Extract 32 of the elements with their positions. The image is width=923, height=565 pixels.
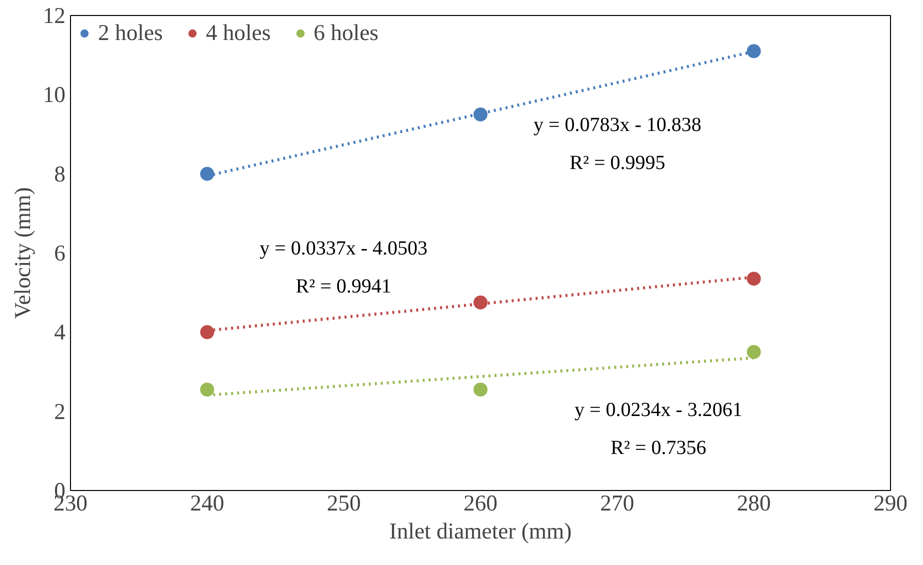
annotation: R² = 0.9941 bbox=[296, 275, 392, 298]
y-tick-label: 4 bbox=[54, 320, 66, 345]
y-tick-label: 12 bbox=[42, 3, 66, 28]
legend-label: 6 holes bbox=[314, 20, 378, 46]
point bbox=[746, 272, 761, 286]
point bbox=[474, 107, 488, 122]
annotation: R² = 0.7356 bbox=[610, 436, 706, 459]
x-axis-title: Inlet diameter (mm) bbox=[389, 518, 572, 544]
x-tick-label: 240 bbox=[190, 490, 224, 516]
y-tick-label: 2 bbox=[54, 398, 66, 424]
point bbox=[200, 382, 214, 397]
annotation: y = 0.0337x - 4.0503 bbox=[260, 237, 428, 260]
annotation: y = 0.0234x - 3.2061 bbox=[574, 398, 742, 421]
legend-label: 2 holes bbox=[98, 20, 163, 46]
x-tick-label: 270 bbox=[600, 490, 634, 516]
x-tick-label: 260 bbox=[464, 490, 498, 516]
y-axis-title: Velocity (mm) bbox=[10, 187, 35, 319]
point bbox=[746, 344, 761, 359]
legend-label: 4 holes bbox=[206, 20, 271, 46]
x-tick-label: 280 bbox=[736, 490, 771, 516]
y-tick-label: 8 bbox=[54, 161, 66, 186]
point bbox=[200, 166, 214, 181]
point bbox=[200, 325, 214, 340]
point bbox=[746, 44, 761, 58]
x-tick-label: 290 bbox=[874, 490, 908, 516]
point bbox=[474, 295, 488, 310]
annotation: y = 0.0783x - 10.838 bbox=[533, 114, 702, 136]
point bbox=[474, 382, 488, 397]
y-tick-label: 6 bbox=[54, 240, 66, 266]
annotation: R² = 0.9995 bbox=[570, 152, 666, 174]
y-tick-label: 10 bbox=[42, 82, 66, 108]
x-tick-label: 250 bbox=[326, 490, 361, 516]
